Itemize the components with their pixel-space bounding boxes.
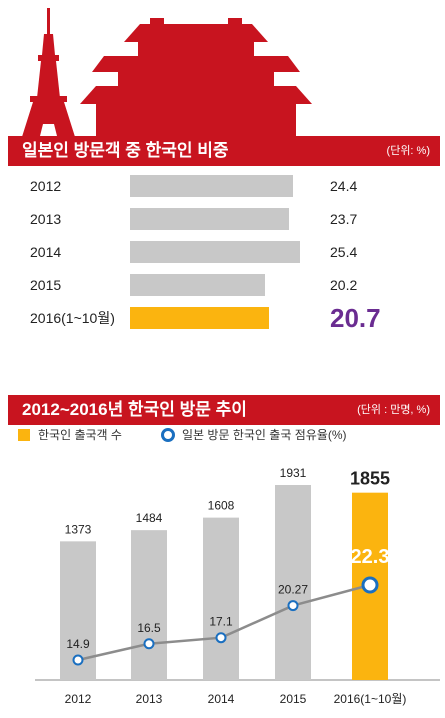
bar-category-label: 2012 (30, 178, 62, 194)
share-value-label: 20.27 (278, 583, 308, 597)
visitor-trend-chart: 1373 2012 1484 2013 1608 2014 1931 2015 1855 2016… (35, 466, 440, 706)
section1-title: 일본인 방문객 중 한국인 비중 (22, 141, 229, 160)
landmark-illustration (21, 8, 312, 140)
share-bar (130, 208, 289, 230)
share-bar (130, 274, 266, 296)
share-bar (130, 175, 294, 197)
share-point (215, 632, 227, 644)
bar-category-label: 2013 (30, 211, 62, 227)
bar-value-label: 1855 (350, 469, 390, 489)
bar-category-label: 2016(1~10월) (30, 310, 115, 326)
x-tick-label: 2015 (280, 692, 307, 706)
share-bar (130, 307, 269, 329)
share-value-label: 22.3 (351, 546, 390, 568)
section2-unit: (단위 : 만명, %) (357, 404, 430, 416)
share-value-label: 17.1 (209, 615, 233, 629)
bar-category-label: 2015 (30, 277, 62, 293)
section2-banner: 2012~2016년 한국인 방문 추이 (단위 : 만명, %) (8, 395, 440, 425)
share-point (287, 600, 299, 612)
legend-bar-swatch (18, 429, 30, 441)
bar-value-label: 20.7 (330, 303, 381, 333)
x-tick-label: 2013 (136, 692, 163, 706)
share-value-label: 16.5 (137, 621, 161, 635)
share-bar (130, 241, 300, 263)
section1-unit: (단위: %) (386, 145, 430, 157)
visitor-bar (131, 530, 167, 680)
bar-value-label: 24.4 (330, 178, 358, 194)
bar-value-label: 20.2 (330, 277, 358, 293)
legend-bar-label: 한국인 출국객 수 (38, 428, 122, 442)
section1-banner: 일본인 방문객 중 한국인 비중 (단위: %) (8, 136, 440, 166)
share-point (361, 576, 379, 594)
legend-line-label: 일본 방문 한국인 출국 점유율(%) (182, 428, 347, 442)
visitor-bar (203, 517, 239, 680)
x-tick-label: 2014 (208, 692, 235, 706)
bar-value-label: 1931 (280, 466, 307, 480)
legend-line-marker-icon (161, 428, 175, 442)
share-value-label: 14.9 (66, 637, 90, 651)
bar-value-label: 1373 (65, 522, 92, 536)
x-tick-label: 2012 (65, 692, 92, 706)
share-point (143, 638, 155, 650)
x-tick-label: 2016(1~10월) (334, 692, 407, 706)
section2-title: 2012~2016년 한국인 방문 추이 (22, 400, 247, 419)
bar-value-label: 23.7 (330, 211, 358, 227)
bar-value-label: 1484 (136, 511, 163, 525)
bar-value-label: 25.4 (330, 244, 358, 260)
pagoda-icon (80, 18, 312, 140)
tower-icon (21, 8, 76, 140)
bar-category-label: 2014 (30, 244, 62, 260)
share-point (72, 654, 84, 666)
bar-value-label: 1608 (208, 499, 235, 513)
visitor-bar (275, 485, 311, 680)
